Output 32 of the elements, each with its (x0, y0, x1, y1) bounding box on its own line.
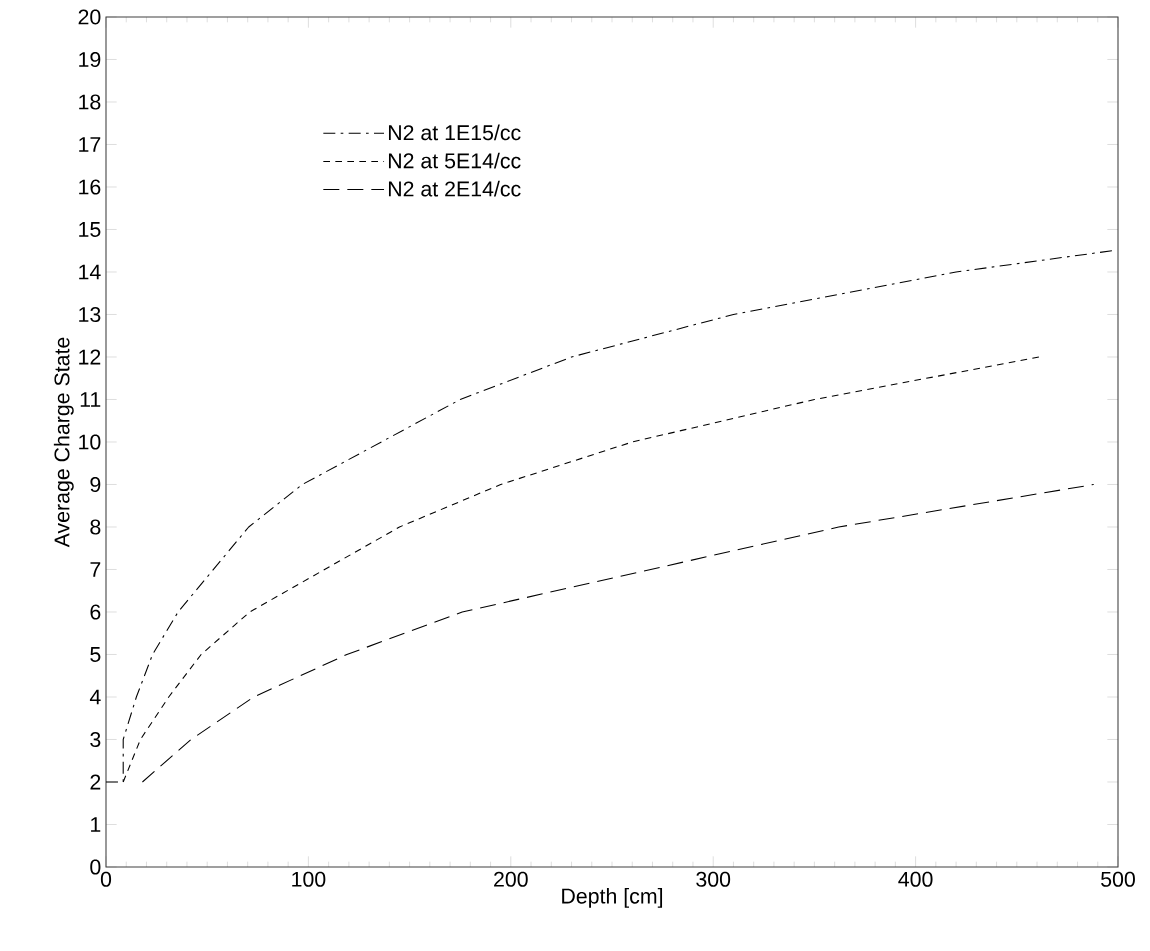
y-tick-label: 5 (90, 647, 101, 662)
y-tick-label: 16 (79, 179, 101, 195)
y-tick-label: 13 (79, 306, 101, 323)
x-tick-label: 400 (898, 871, 933, 887)
y-tick-label: 20 (78, 9, 101, 25)
x-tick-label: 200 (494, 871, 528, 887)
y-tick-label: 4 (89, 689, 101, 705)
y-tick-label: 6 (90, 604, 101, 620)
y-tick-label: 0 (90, 859, 101, 875)
x-tick-label: 0 (100, 871, 112, 887)
y-tick-label: 14 (79, 264, 101, 280)
y-tick-label: 19 (79, 51, 101, 68)
y-tick-label: 3 (90, 731, 101, 748)
y-tick-label: 11 (80, 392, 101, 407)
y-axis-title: Average Charge State (53, 337, 74, 548)
x-axis-title: Depth [cm] (562, 887, 663, 908)
y-tick-label: 17 (79, 137, 101, 152)
y-tick-label: 1 (91, 817, 101, 832)
y-tick-label: 2 (90, 774, 101, 790)
x-tick-label: 100 (292, 871, 326, 887)
y-tick-label: 8 (90, 519, 101, 535)
y-tick-label: 15 (79, 222, 101, 237)
y-tick-label: 10 (79, 434, 101, 450)
y-tick-label: 7 (90, 562, 101, 577)
y-tick-label: 12 (79, 349, 101, 365)
x-tick-label: 300 (696, 871, 731, 887)
legend-label: N2 at 1E15/cc (388, 124, 521, 141)
x-tick-label: 500 (1101, 871, 1135, 887)
y-tick-label: 9 (90, 476, 101, 493)
legend-label: N2 at 2E14/cc (388, 180, 521, 197)
legend-label: N2 at 5E14/cc (388, 152, 521, 169)
y-tick-label: 18 (79, 94, 101, 110)
